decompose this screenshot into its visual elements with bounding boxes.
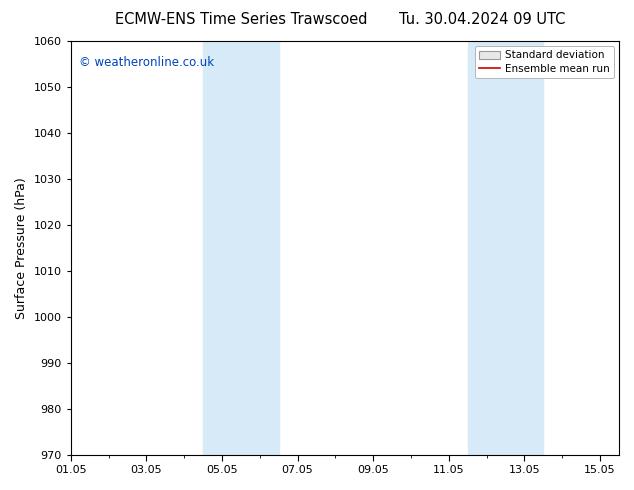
Text: ECMW-ENS Time Series Trawscoed: ECMW-ENS Time Series Trawscoed [115, 12, 367, 27]
Y-axis label: Surface Pressure (hPa): Surface Pressure (hPa) [15, 177, 28, 318]
Bar [203, 41, 279, 455]
Legend: Standard deviation, Ensemble mean run: Standard deviation, Ensemble mean run [475, 46, 614, 78]
Text: © weatheronline.co.uk: © weatheronline.co.uk [79, 55, 214, 69]
Text: Tu. 30.04.2024 09 UTC: Tu. 30.04.2024 09 UTC [399, 12, 565, 27]
Bar [468, 41, 543, 455]
